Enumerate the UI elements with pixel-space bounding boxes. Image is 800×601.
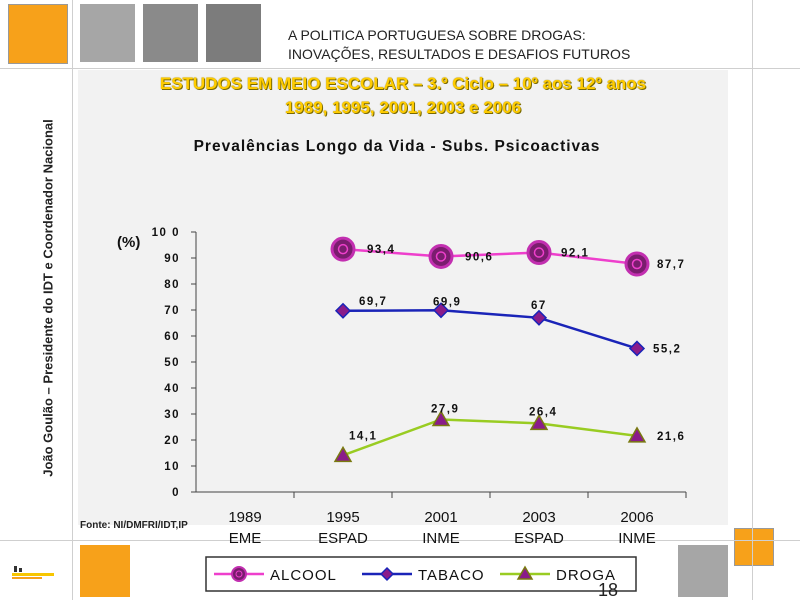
point-alcool-inner <box>435 251 447 262</box>
x-tick-label-year: 1989 <box>228 509 261 526</box>
y-tick-label: 40 <box>164 383 180 395</box>
y-tick-label: 50 <box>164 357 180 369</box>
data-label: 14,1 <box>349 430 377 442</box>
orange-square-top-left <box>8 4 68 64</box>
data-label: 69,9 <box>433 296 461 308</box>
x-tick-label-year: 2003 <box>522 509 555 526</box>
x-tick-label-year: 2006 <box>620 509 653 526</box>
y-axis-label: (%) <box>117 234 140 251</box>
data-label: 92,1 <box>561 248 589 260</box>
y-tick-label: 70 <box>164 305 180 317</box>
idt-logo <box>12 566 54 579</box>
point-alcool-inner <box>533 247 545 258</box>
header-line-1: A POLITICA PORTUGUESA SOBRE DROGAS: <box>288 27 586 43</box>
x-tick-label-study: ESPAD <box>514 530 564 547</box>
chart-title: Prevalências Longo da Vida - Subs. Psico… <box>194 138 601 155</box>
series-line-tabaco <box>342 309 638 350</box>
point-droga <box>529 413 549 431</box>
point-alcool <box>526 240 552 266</box>
data-label: 69,7 <box>359 296 387 308</box>
point-alcool <box>624 251 650 277</box>
legend-marker-alcool <box>231 566 247 582</box>
page-number: 18 <box>598 580 619 600</box>
orange-square-bottom-right <box>734 528 774 566</box>
gray-square-bottom-right <box>678 545 728 597</box>
bottom-divider <box>0 540 800 541</box>
series-line-alcool <box>342 247 638 266</box>
y-tick-label: 0 <box>172 487 180 499</box>
y-tick-label: 10 <box>164 461 180 473</box>
left-divider <box>72 0 73 600</box>
data-label: 26,4 <box>529 406 557 418</box>
legend-marker-inner <box>235 570 243 578</box>
study-title-line-2: 1989, 1995, 2001, 2003 e 2006 <box>284 98 522 117</box>
header-title: A POLITICA PORTUGUESA SOBRE DROGAS: INOV… <box>288 26 630 64</box>
x-tick-label-year: 1995 <box>326 509 359 526</box>
legend-box <box>205 556 637 592</box>
gray-square-1 <box>80 4 135 62</box>
study-title-line-1: ESTUDOS EM MEIO ESCOLAR – 3.º Ciclo – 10… <box>159 74 647 93</box>
orange-square-bottom-left <box>80 545 130 597</box>
x-tick-label-study: ESPAD <box>318 530 368 547</box>
source-note: Fonte: NI/DMFRI/IDT,IP <box>80 520 188 531</box>
x-tick-label-year: 2001 <box>424 509 457 526</box>
point-droga <box>333 445 353 463</box>
point-tabaco <box>432 302 450 319</box>
data-label: 93,4 <box>367 244 395 256</box>
right-divider <box>752 0 753 600</box>
gray-square-3 <box>206 4 261 62</box>
y-tick-label: 60 <box>164 331 180 343</box>
header-line-2: INOVAÇÕES, RESULTADOS E DESAFIOS FUTUROS <box>288 46 631 62</box>
point-tabaco <box>628 340 646 357</box>
x-tick-label-study: INME <box>422 530 460 547</box>
gray-square-2 <box>143 4 198 62</box>
point-alcool-inner <box>337 243 349 255</box>
data-label: 55,2 <box>653 343 681 355</box>
legend-marker-tabaco <box>379 566 395 582</box>
x-tick-label-study: INME <box>618 530 656 547</box>
data-label: 67 <box>531 300 547 312</box>
data-label: 27,9 <box>431 403 459 415</box>
x-tick-label-study: EME <box>229 530 262 547</box>
legend-label-droga: DROGA <box>556 567 616 584</box>
chart-panel <box>78 70 728 525</box>
point-tabaco <box>530 309 548 326</box>
y-tick-label: 80 <box>164 279 180 291</box>
data-label: 21,6 <box>657 431 685 443</box>
y-tick-label: 30 <box>164 409 180 421</box>
point-tabaco <box>334 302 352 319</box>
y-tick-label: 10 0 <box>152 227 180 239</box>
data-label: 87,7 <box>657 259 685 271</box>
legend-label-alcool: ALCOOL <box>270 567 337 584</box>
point-alcool-inner <box>631 258 643 270</box>
series-line-droga <box>342 418 638 457</box>
point-alcool <box>428 243 454 269</box>
point-droga <box>627 426 647 443</box>
legend-marker-droga <box>516 565 534 580</box>
legend-label-tabaco: TABACO <box>418 567 485 584</box>
y-tick-label: 90 <box>164 253 180 265</box>
point-droga <box>431 409 451 427</box>
top-divider <box>0 68 800 69</box>
data-label: 90,6 <box>465 251 493 263</box>
point-alcool <box>330 236 356 262</box>
y-tick-label: 20 <box>164 435 180 447</box>
